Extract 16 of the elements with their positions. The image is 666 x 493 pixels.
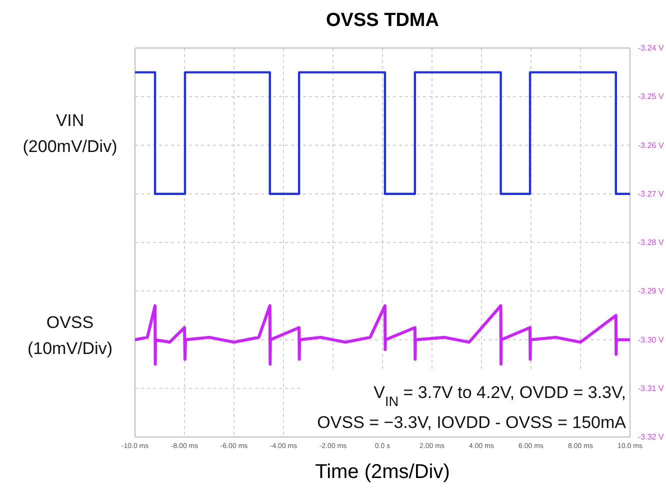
y-tick-label: -3.32 V [638, 432, 664, 442]
y-tick-label: -3.25 V [638, 92, 664, 102]
y-tick-label: -3.29 V [638, 286, 664, 296]
annotation: OVSS = −3.3V, IOVDD - OVSS = 150mA [317, 413, 627, 432]
y-tick-label: -3.26 V [638, 140, 664, 150]
y-tick-label: -3.24 V [638, 44, 664, 53]
y-tick-label: -3.30 V [638, 335, 664, 344]
y-tick-label: -3.27 V [638, 189, 664, 198]
x-axis-title: Time (2ms/Div) [315, 461, 450, 483]
text: VIN (200mV/Div) [22, 111, 118, 156]
y-tick-label: -3.31 V [638, 384, 664, 393]
annotation: V$_{IN}$ = 3.7V to 4.2V, OVDD = 3.3V, [374, 383, 626, 408]
series-label: OVSS (10mV/Div) [27, 312, 113, 358]
line-series [134, 304, 632, 366]
chart-title: OVSS TDMA [326, 10, 440, 31]
y-tick-label: -3.28 V [638, 238, 664, 248]
